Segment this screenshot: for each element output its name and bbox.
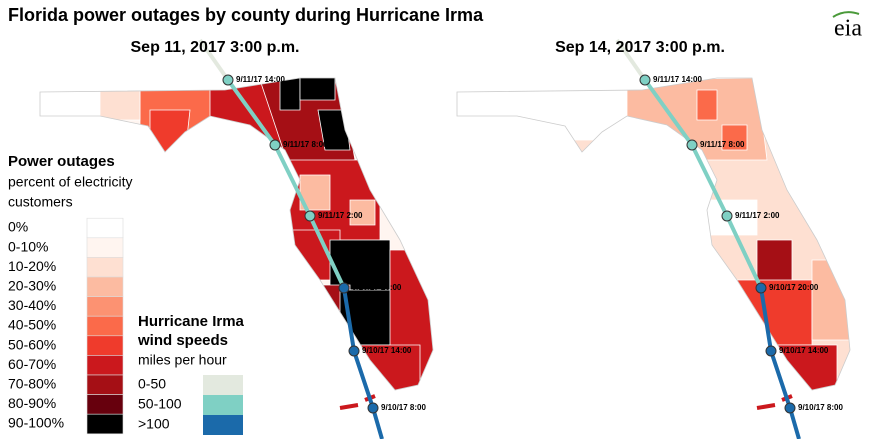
track-label: 9/10/17 20:00 xyxy=(352,283,402,292)
track-label: 9/11/17 14:00 xyxy=(236,75,285,84)
legend-label: 80-90% xyxy=(8,395,56,411)
track-point xyxy=(304,210,316,222)
legend-label: 50-100 xyxy=(138,396,182,412)
logo: eia xyxy=(834,16,862,42)
legend-title: Hurricane Irma xyxy=(138,313,245,330)
track-segment xyxy=(643,78,763,289)
legend-swatch xyxy=(86,237,124,258)
track-label: 9/10/17 14:00 xyxy=(779,346,829,355)
date-label: Sep 14, 2017 3:00 p.m. xyxy=(555,39,725,56)
county-area xyxy=(721,124,748,151)
legend-swatch xyxy=(203,375,243,395)
county-area xyxy=(349,199,376,226)
legend: Power outages percent of electricity cus… xyxy=(8,153,245,435)
legend-label: 90-100% xyxy=(8,415,64,431)
track-label: 9/10/17 20:00 xyxy=(769,283,819,292)
legend-label: 40-50% xyxy=(8,317,56,333)
track-segment xyxy=(198,38,230,82)
track-segment xyxy=(759,287,801,439)
legend-swatch xyxy=(86,315,124,337)
legend-label: 0% xyxy=(8,219,28,235)
legend-label: 10-20% xyxy=(8,258,56,274)
track-point xyxy=(269,139,281,151)
legend-subtitle: miles per hour xyxy=(138,352,227,368)
state-outline xyxy=(456,77,851,391)
track-segment xyxy=(342,287,384,439)
track-label: 9/10/17 8:00 xyxy=(381,403,426,412)
track-point xyxy=(367,402,379,414)
county-area xyxy=(756,239,793,286)
map-sep-14: 9/11/17 14:00 9/11/17 8:00 9/11/17 2:00 9/1… xyxy=(456,38,851,439)
legend-swatch xyxy=(86,217,124,239)
legend-subtitle: percent of electricity xyxy=(8,174,133,190)
legend-swatch xyxy=(86,276,124,297)
track-label: 9/10/17 8:00 xyxy=(798,403,843,412)
county-area xyxy=(99,79,141,121)
track-point xyxy=(721,210,733,222)
county-area xyxy=(811,259,850,341)
legend-swatch xyxy=(86,335,124,356)
track-label: 9/11/17 14:00 xyxy=(653,75,702,84)
track-label: 9/11/17 2:00 xyxy=(318,211,363,220)
legend-swatch xyxy=(86,355,124,376)
legend-swatch xyxy=(86,296,124,317)
track-segment xyxy=(615,38,647,82)
county-area xyxy=(317,109,351,151)
track-point xyxy=(686,139,698,151)
legend-label: 70-80% xyxy=(8,376,56,392)
track-label: 9/10/17 14:00 xyxy=(362,346,412,355)
track-point xyxy=(338,282,350,294)
legend-swatch xyxy=(86,257,124,278)
county-area xyxy=(299,78,336,101)
track-segment xyxy=(226,78,346,289)
county-area xyxy=(279,78,301,111)
track-label: 9/11/17 2:00 xyxy=(735,211,780,220)
legend-label: 20-30% xyxy=(8,278,56,294)
legend-swatch xyxy=(86,413,124,435)
legend-label: 0-10% xyxy=(8,238,48,254)
state-outline xyxy=(39,77,434,391)
legend-swatch xyxy=(86,394,124,415)
legend-label: 0-50 xyxy=(138,376,166,392)
county-area xyxy=(40,79,101,121)
track-point xyxy=(755,282,767,294)
track-point xyxy=(784,402,796,414)
track-point xyxy=(348,345,360,357)
legend-label: 30-40% xyxy=(8,297,56,313)
legend-title: wind speeds xyxy=(137,332,228,349)
date-label: Sep 11, 2017 3:00 p.m. xyxy=(131,39,300,56)
county-area xyxy=(696,89,718,121)
legend-label: 60-70% xyxy=(8,356,56,372)
legend-label: 50-60% xyxy=(8,336,56,352)
track-label: 9/11/17 8:00 xyxy=(283,140,328,149)
title: Florida power outages by county during H… xyxy=(8,5,484,25)
county-area xyxy=(457,79,628,141)
track-point xyxy=(222,74,234,86)
legend-label: >100 xyxy=(138,416,170,432)
track-label: 9/11/17 8:00 xyxy=(700,140,745,149)
legend-swatch xyxy=(203,395,243,415)
legend-swatch xyxy=(203,415,243,435)
track-point xyxy=(765,345,777,357)
legend-title: Power outages xyxy=(8,153,115,170)
legend-swatch xyxy=(86,374,124,395)
logo-arc xyxy=(832,11,860,18)
track-point xyxy=(639,74,651,86)
legend-subtitle: customers xyxy=(8,194,73,210)
